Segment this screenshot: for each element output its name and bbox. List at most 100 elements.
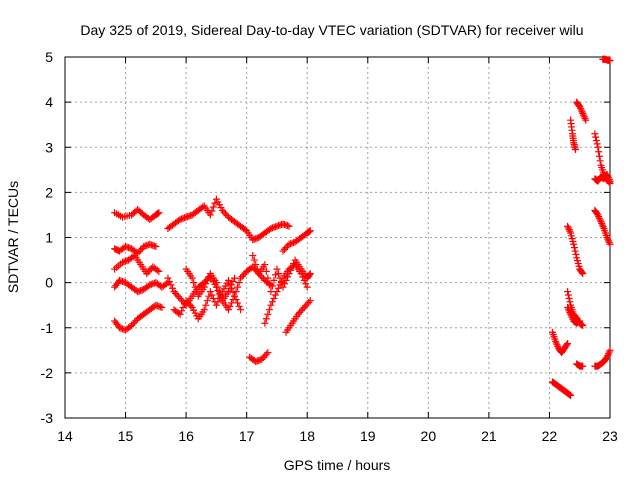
data-point	[191, 283, 199, 291]
data-point	[226, 284, 234, 292]
data-point	[225, 306, 232, 314]
data-point	[566, 298, 574, 306]
data-point	[296, 309, 304, 317]
data-point	[268, 298, 276, 306]
x-tick-label: 19	[360, 428, 376, 444]
series-arc-m	[246, 349, 272, 366]
data-point	[208, 291, 216, 299]
data-point	[567, 312, 575, 320]
data-point	[303, 300, 311, 308]
data-point	[165, 277, 173, 285]
data-point	[552, 337, 559, 345]
data-point	[258, 273, 266, 281]
data-point	[131, 318, 139, 326]
data-point	[595, 214, 603, 222]
data-point	[200, 306, 208, 314]
data-point	[229, 277, 237, 285]
data-point	[592, 136, 600, 144]
data-point	[605, 239, 613, 247]
x-ticks: 14 15 16 17 18 19 20 21 22 23	[57, 57, 618, 444]
data-point	[566, 309, 574, 317]
data-point	[267, 288, 275, 296]
grid	[65, 57, 610, 418]
data-point	[582, 116, 590, 124]
data-point	[209, 294, 217, 302]
data-point	[215, 288, 223, 296]
data-point	[578, 108, 586, 116]
data-point	[297, 307, 305, 315]
data-point	[212, 301, 220, 309]
data-point	[262, 267, 270, 275]
data-point	[299, 273, 307, 281]
data-point	[155, 209, 163, 217]
series-arc-s	[564, 222, 587, 278]
data-point	[228, 281, 236, 289]
data-point	[206, 211, 214, 219]
data-point	[279, 247, 287, 255]
data-point	[170, 288, 178, 296]
series-arc-y	[591, 206, 614, 248]
data-point	[185, 300, 193, 308]
data-point	[128, 321, 136, 329]
data-point	[594, 211, 602, 219]
data-point	[164, 274, 172, 282]
data-point	[300, 303, 308, 311]
data-point	[265, 281, 273, 289]
data-point	[261, 352, 269, 360]
data-point	[206, 288, 214, 296]
series-arc-h	[170, 276, 245, 323]
data-point	[571, 247, 579, 255]
data-point	[265, 306, 273, 314]
data-point	[187, 302, 195, 310]
data-point	[595, 148, 603, 156]
data-point	[241, 226, 249, 234]
data-point	[188, 274, 196, 282]
data-point	[605, 348, 613, 356]
data-point	[564, 303, 572, 311]
data-point	[305, 298, 313, 306]
data-point	[214, 283, 222, 291]
data-point	[203, 276, 211, 284]
data-point	[598, 219, 606, 227]
data-point	[571, 146, 579, 154]
data-point	[261, 319, 269, 327]
data-point	[306, 227, 314, 235]
series-arc-d	[111, 252, 163, 278]
data-point	[226, 302, 234, 310]
data-point	[564, 288, 572, 296]
x-axis-label: GPS time / hours	[284, 457, 391, 473]
data-point	[300, 276, 308, 284]
data-point	[579, 321, 587, 329]
data-point	[595, 152, 603, 160]
data-point	[205, 273, 213, 281]
data-point	[144, 268, 152, 276]
x-tick-label: 18	[299, 428, 315, 444]
data-point	[235, 302, 243, 310]
data-point	[175, 293, 183, 301]
data-point	[564, 305, 572, 313]
data-point	[208, 207, 216, 215]
data-point	[264, 274, 272, 282]
data-point	[567, 391, 575, 399]
data-point	[199, 203, 207, 211]
y-tick-label: 5	[45, 49, 53, 65]
series-arc-n	[261, 261, 311, 327]
data-point	[200, 283, 208, 291]
data-point	[259, 354, 267, 362]
data-point	[570, 240, 578, 248]
y-axis-label: SDTVAR / TECUs	[5, 181, 21, 293]
series-arc-c	[111, 240, 160, 257]
data-point	[258, 355, 266, 363]
data-point	[605, 175, 613, 183]
data-point	[205, 292, 213, 300]
series-arc-k	[279, 227, 314, 255]
data-point	[276, 281, 284, 289]
data-point	[135, 248, 143, 256]
data-point	[603, 234, 611, 241]
series-arc-z	[591, 346, 614, 370]
data-point	[209, 203, 217, 211]
data-point	[144, 282, 152, 290]
series-arc-o	[548, 328, 572, 357]
data-point	[594, 143, 602, 151]
